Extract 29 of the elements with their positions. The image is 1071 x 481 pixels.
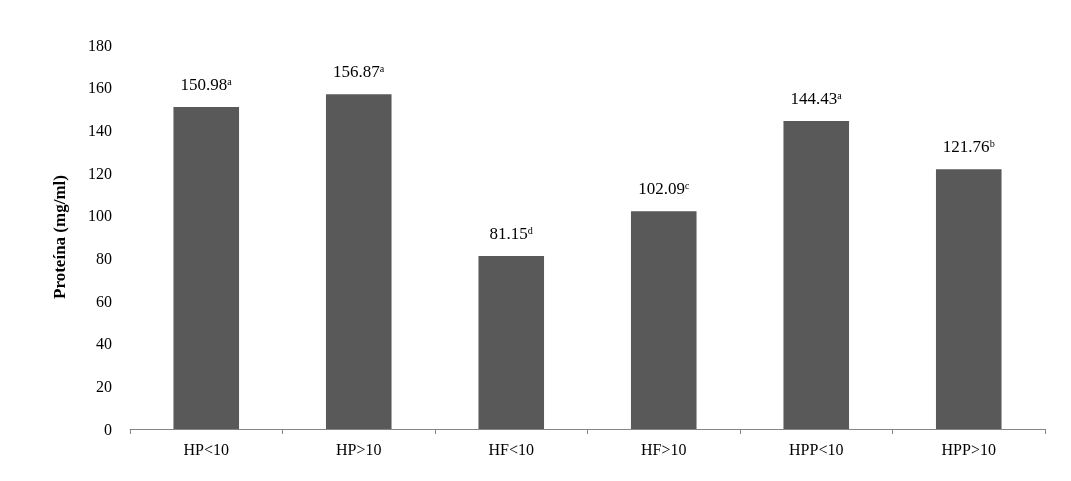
x-tick-label: HPP<10	[789, 440, 844, 458]
y-tick-label: 20	[96, 377, 112, 395]
bar	[325, 94, 392, 429]
y-tick-label: 180	[88, 36, 112, 54]
bar	[783, 120, 850, 429]
bar	[630, 211, 697, 429]
x-tick-label: HF<10	[488, 440, 534, 458]
x-tick-label: HP>10	[336, 440, 382, 458]
x-tick-label: HP<10	[183, 440, 229, 458]
data-label: 81.15ᵈ	[489, 223, 534, 243]
x-tick-label: HPP>10	[941, 440, 996, 458]
data-label: 144.43ᵃ	[790, 88, 843, 108]
bar	[935, 169, 1002, 429]
y-tick-label: 120	[88, 164, 112, 182]
y-tick-label: 40	[96, 335, 112, 353]
data-label: 121.76ᵇ	[942, 137, 995, 157]
data-label: 150.98ᵃ	[180, 74, 233, 94]
y-tick-label: 160	[88, 79, 112, 97]
bar	[478, 255, 545, 429]
y-axis-title: Proteína (mg/ml)	[50, 175, 69, 299]
y-tick-label: 60	[96, 292, 112, 310]
data-label: 156.87ᵃ	[333, 62, 385, 82]
y-tick-label: 100	[88, 207, 112, 225]
data-label: 102.09ᶜ	[638, 179, 690, 199]
bar	[173, 106, 240, 429]
y-tick-label: 140	[88, 121, 112, 139]
y-tick-label: 0	[104, 420, 112, 438]
y-tick-label: 80	[96, 249, 112, 267]
x-tick-label: HF>10	[641, 440, 687, 458]
